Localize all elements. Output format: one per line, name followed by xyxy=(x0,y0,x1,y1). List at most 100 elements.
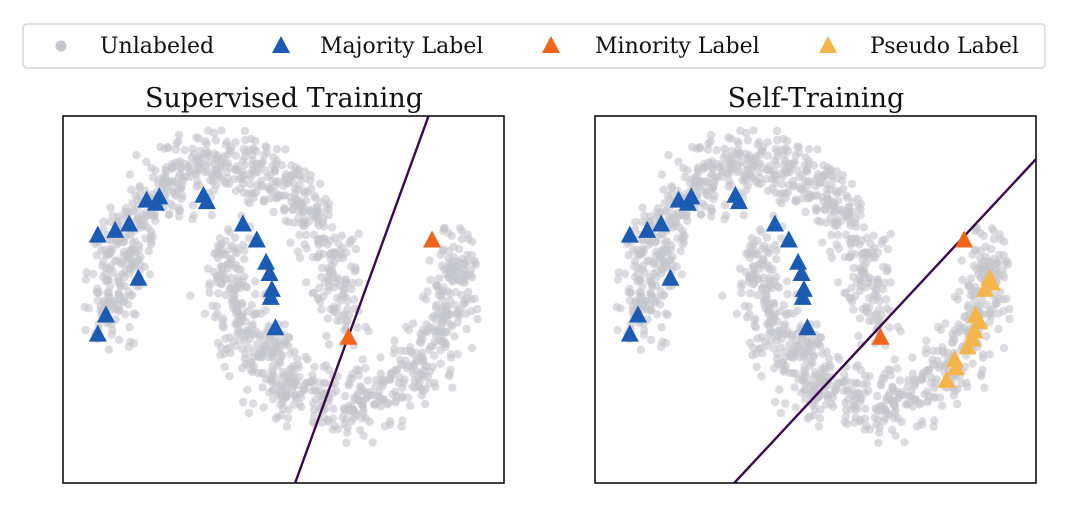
unlabeled-point xyxy=(343,428,352,437)
unlabeled-point xyxy=(810,404,820,414)
unlabeled-point xyxy=(188,214,197,224)
unlabeled-point xyxy=(372,399,381,408)
unlabeled-point xyxy=(1002,294,1011,303)
unlabeled-point xyxy=(338,311,348,320)
unlabeled-point xyxy=(468,237,477,246)
unlabeled-point xyxy=(317,305,326,314)
unlabeled-point xyxy=(237,364,247,373)
unlabeled-point xyxy=(295,372,304,382)
majority-label-point xyxy=(120,214,139,232)
unlabeled-point xyxy=(909,376,918,385)
unlabeled-point xyxy=(818,238,827,247)
unlabeled-point xyxy=(875,305,884,314)
unlabeled-point xyxy=(269,207,278,217)
unlabeled-point xyxy=(125,323,134,332)
unlabeled-point xyxy=(177,180,187,189)
legend-marker-pseudo xyxy=(819,36,837,53)
unlabeled-point xyxy=(663,310,672,319)
unlabeled-point xyxy=(781,365,790,374)
unlabeled-point xyxy=(763,151,773,160)
unlabeled-point xyxy=(652,310,662,319)
unlabeled-point xyxy=(348,278,357,288)
unlabeled-point xyxy=(755,159,765,168)
unlabeled-point xyxy=(333,425,342,434)
unlabeled-point xyxy=(294,165,304,174)
unlabeled-point xyxy=(776,408,786,418)
unlabeled-point xyxy=(447,256,456,266)
unlabeled-point xyxy=(451,288,461,297)
unlabeled-point xyxy=(888,383,897,392)
unlabeled-point xyxy=(408,368,417,378)
unlabeled-point xyxy=(230,233,240,242)
unlabeled-point xyxy=(328,266,337,276)
unlabeled-point xyxy=(220,362,229,372)
unlabeled-point xyxy=(908,369,917,378)
unlabeled-point xyxy=(281,338,290,348)
unlabeled-point xyxy=(204,126,213,135)
unlabeled-point xyxy=(308,253,318,262)
unlabeled-point xyxy=(849,305,858,314)
majority-label-point xyxy=(129,268,148,286)
unlabeled-point xyxy=(341,391,350,401)
unlabeled-point xyxy=(455,311,464,321)
unlabeled-point xyxy=(463,250,472,260)
legend-label-majority: Majority Label xyxy=(320,34,483,59)
unlabeled-point xyxy=(998,270,1007,280)
unlabeled-point xyxy=(337,231,346,240)
unlabeled-point xyxy=(1000,237,1009,246)
unlabeled-point xyxy=(992,259,1001,268)
pseudo-label-point xyxy=(946,358,965,376)
unlabeled-point xyxy=(692,144,701,153)
majority-label-point xyxy=(233,214,252,232)
unlabeled-point xyxy=(213,338,223,348)
unlabeled-point xyxy=(763,263,772,272)
unlabeled-point xyxy=(436,250,445,259)
unlabeled-point xyxy=(636,345,645,354)
panel-self-training: Self-Training xyxy=(594,83,1037,484)
unlabeled-point xyxy=(911,395,921,404)
unlabeled-point xyxy=(421,399,430,409)
unlabeled-point xyxy=(214,289,223,298)
unlabeled-point xyxy=(292,354,302,364)
unlabeled-point xyxy=(309,405,319,414)
unlabeled-point xyxy=(708,164,718,173)
unlabeled-point xyxy=(818,349,827,358)
legend-label-unlabeled: Unlabeled xyxy=(100,34,214,59)
unlabeled-point xyxy=(300,186,309,196)
unlabeled-point xyxy=(664,214,674,224)
unlabeled-point xyxy=(791,336,801,345)
unlabeled-point xyxy=(807,388,816,397)
unlabeled-point xyxy=(941,319,950,328)
unlabeled-point xyxy=(319,250,328,259)
unlabeled-point xyxy=(222,137,232,147)
unlabeled-point xyxy=(334,274,343,283)
unlabeled-point xyxy=(269,153,278,162)
unlabeled-point xyxy=(160,172,170,182)
unlabeled-point xyxy=(808,358,817,368)
unlabeled-point xyxy=(769,364,779,373)
unlabeled-point xyxy=(803,177,813,186)
unlabeled-point xyxy=(411,356,420,365)
unlabeled-point xyxy=(142,157,151,166)
unlabeled-point xyxy=(217,126,226,135)
unlabeled-point xyxy=(447,231,456,241)
unlabeled-point xyxy=(426,275,435,285)
unlabeled-point xyxy=(667,182,676,191)
unlabeled-point xyxy=(220,177,229,186)
unlabeled-point xyxy=(114,306,123,316)
unlabeled-point xyxy=(673,209,682,218)
unlabeled-point xyxy=(129,207,139,216)
unlabeled-point xyxy=(243,385,252,394)
unlabeled-point xyxy=(108,325,117,335)
unlabeled-point xyxy=(847,179,857,189)
unlabeled-point xyxy=(363,376,373,385)
unlabeled-point xyxy=(800,342,809,351)
unlabeled-point xyxy=(231,341,240,351)
unlabeled-point xyxy=(749,126,758,135)
unlabeled-point xyxy=(388,390,397,399)
unlabeled-point xyxy=(244,408,254,418)
unlabeled-point xyxy=(408,382,417,391)
unlabeled-point xyxy=(207,211,216,220)
unlabeled-point xyxy=(875,428,884,437)
